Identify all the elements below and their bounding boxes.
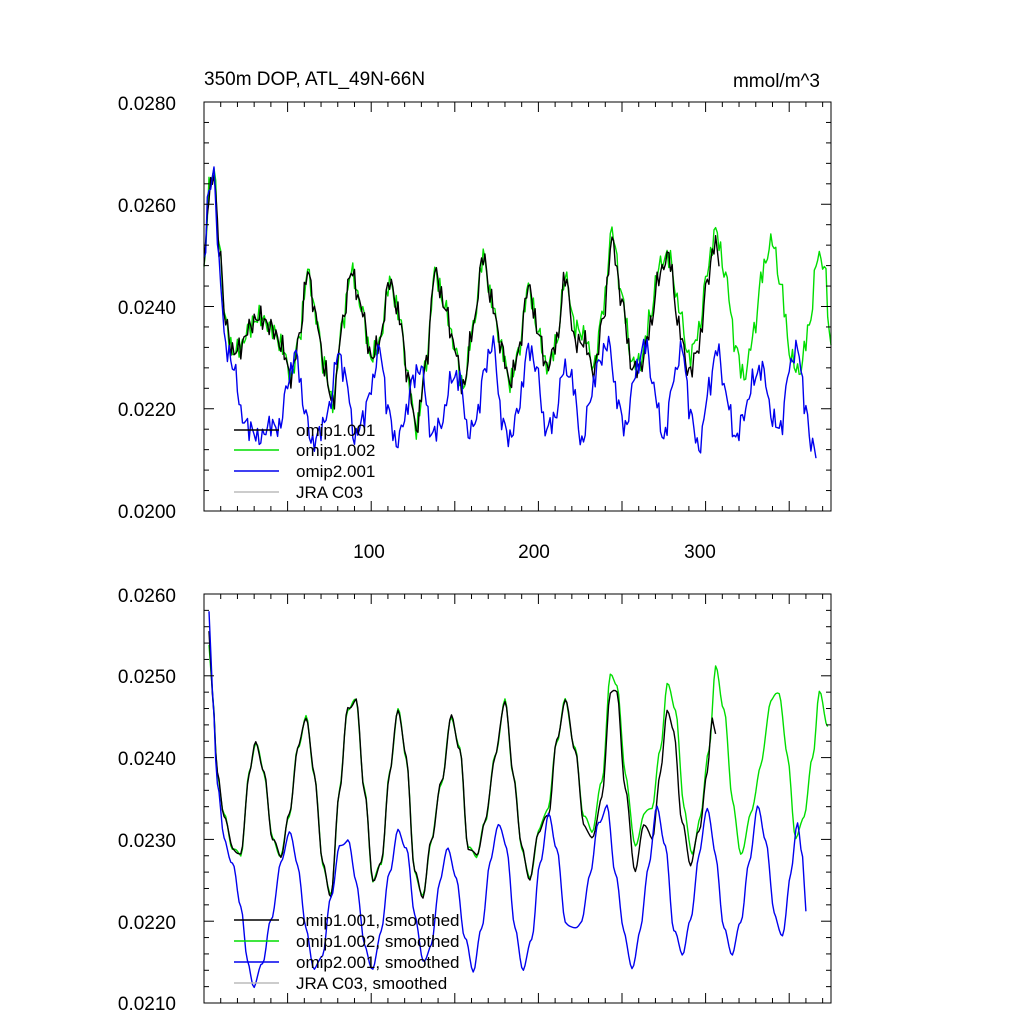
legend-label: omip2.001 bbox=[296, 462, 375, 481]
plot-frame-top bbox=[203, 101, 832, 512]
series-line-omip2-001-smoothed bbox=[208, 611, 807, 989]
legend-label: omip1.002 bbox=[296, 441, 375, 460]
y-tick-label: 0.0240 bbox=[118, 298, 176, 319]
legend-label: omip1.001 bbox=[296, 421, 375, 440]
top-panel: 350m DOP, ATL_49N-66N mmol/m^3 0.0200 0.… bbox=[118, 69, 832, 563]
series-line-omip1-002 bbox=[203, 167, 832, 440]
y-tick-label: 0.0260 bbox=[118, 196, 176, 217]
legend-label: omip2.001, smoothed bbox=[296, 953, 460, 972]
series-line-omip2-001 bbox=[203, 166, 817, 459]
units-label: mmol/m^3 bbox=[733, 71, 820, 92]
y-tick-label: 0.0260 bbox=[118, 586, 176, 607]
y-tick-label: 0.0250 bbox=[118, 667, 176, 688]
y-tick-label: 0.0210 bbox=[118, 994, 176, 1015]
series-line-omip1-001-smoothed bbox=[208, 631, 717, 899]
y-tick-label: 0.0240 bbox=[118, 749, 176, 770]
legend-top: omip1.001 omip1.002 omip2.001 JRA C03 bbox=[234, 421, 375, 502]
legend-label: JRA C03, smoothed bbox=[296, 974, 447, 993]
x-tick-label: 200 bbox=[518, 542, 550, 563]
bottom-panel: 0.0210 0.0220 0.0230 0.0240 0.0250 0.026… bbox=[118, 586, 832, 1015]
y-tick-label: 0.0230 bbox=[118, 831, 176, 852]
x-tick-label: 100 bbox=[353, 542, 385, 563]
series-layer-top bbox=[203, 166, 832, 459]
y-tick-label: 0.0220 bbox=[118, 913, 176, 934]
legend-label: omip1.002, smoothed bbox=[296, 932, 460, 951]
legend-label: JRA C03 bbox=[296, 483, 363, 502]
series-line-omip1-001 bbox=[203, 174, 720, 433]
legend-label: omip1.001, smoothed bbox=[296, 911, 460, 930]
plot-frame-bottom bbox=[203, 593, 832, 1004]
y-tick-label: 0.0220 bbox=[118, 400, 176, 421]
series-layer-bottom bbox=[208, 611, 829, 989]
x-tick-label: 300 bbox=[684, 542, 716, 563]
y-tick-label: 0.0200 bbox=[118, 502, 176, 523]
chart-title: 350m DOP, ATL_49N-66N bbox=[204, 69, 425, 90]
legend-bottom: omip1.001, smoothed omip1.002, smoothed … bbox=[234, 911, 460, 993]
y-tick-label: 0.0280 bbox=[118, 94, 176, 115]
series-line-omip1-002-smoothed bbox=[208, 644, 829, 896]
